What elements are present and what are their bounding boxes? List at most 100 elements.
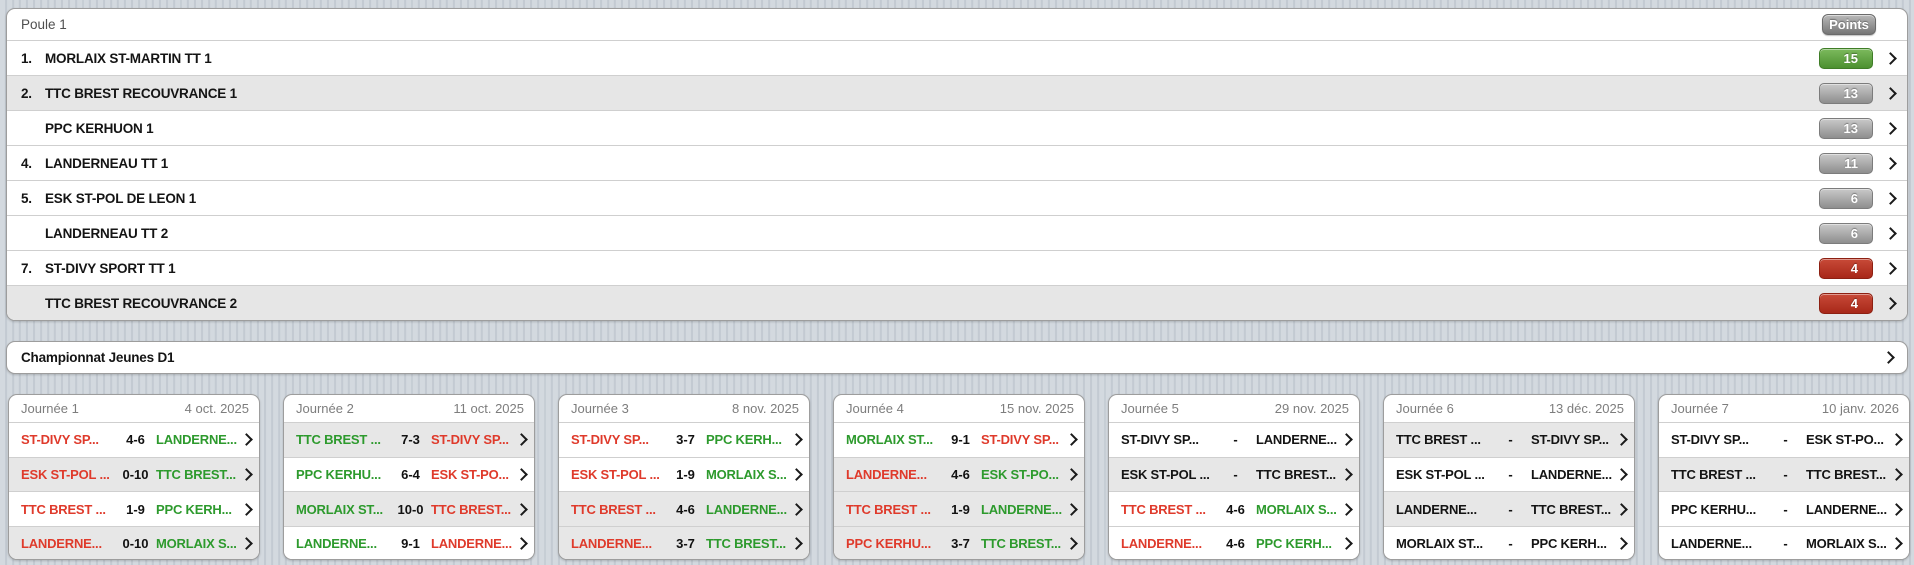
match-score: - [1508,501,1513,517]
pool-header: Poule 1 Points [7,9,1907,40]
match-row[interactable]: PPC KERHU... 3-7 TTC BREST... [834,526,1084,559]
round-header: Journée 6 13 déc. 2025 [1384,395,1634,422]
round-header: Journée 3 8 nov. 2025 [559,395,809,422]
chevron-right-icon [1884,226,1897,240]
round-card: Journée 7 10 janv. 2026 ST-DIVY SP... - ESK … [1658,394,1910,560]
match-score: - [1233,467,1238,483]
match-row[interactable]: ESK ST-POL ... - LANDERNE... [1384,456,1634,492]
home-team: TTC BREST ... [1671,467,1756,483]
standings-row[interactable]: 2. TTC BREST RECOUVRANCE 1 13 [7,75,1907,110]
match-score: 6-4 [401,467,420,483]
away-team: ST-DIVY SP... [431,432,509,448]
away-team: TTC BREST... [1256,467,1336,483]
points-badge: 6 [1819,222,1873,244]
match-row[interactable]: ST-DIVY SP... 4-6 LANDERNE... [9,422,259,457]
match-row[interactable]: ESK ST-POL ... 1-9 MORLAIX S... [559,456,809,492]
team-rank: 7. [21,260,32,276]
home-team: ST-DIVY SP... [571,432,649,448]
away-team: TTC BREST... [431,501,511,517]
team-name: PPC KERHUON 1 [45,120,154,136]
match-row[interactable]: ST-DIVY SP... - ESK ST-PO... [1659,422,1909,457]
section-link-championnat-jeunes[interactable]: Championnat Jeunes D1 [6,341,1908,374]
chevron-right-icon [790,502,803,516]
match-row[interactable]: MORLAIX ST... - PPC KERH... [1384,526,1634,559]
match-score: 7-3 [401,432,420,448]
match-row[interactable]: LANDERNE... 0-10 MORLAIX S... [9,526,259,559]
match-row[interactable]: ST-DIVY SP... 3-7 PPC KERH... [559,422,809,457]
match-row[interactable]: TTC BREST ... 7-3 ST-DIVY SP... [284,422,534,457]
away-team: TTC BREST... [156,467,236,483]
match-score: 4-6 [1226,536,1245,552]
round-header: Journée 2 11 oct. 2025 [284,395,534,422]
match-row[interactable]: TTC BREST ... 4-6 MORLAIX S... [1109,491,1359,527]
home-team: ST-DIVY SP... [21,432,99,448]
home-team: LANDERNE... [296,536,377,552]
match-row[interactable]: LANDERNE... 9-1 LANDERNE... [284,526,534,559]
match-row[interactable]: TTC BREST ... - TTC BREST... [1659,456,1909,492]
match-row[interactable]: LANDERNE... 3-7 TTC BREST... [559,526,809,559]
standings-row[interactable]: 7. ST-DIVY SPORT TT 1 4 [7,250,1907,285]
standings-row[interactable]: 1. MORLAIX ST-MARTIN TT 1 15 [7,40,1907,75]
pool-title: Poule 1 [21,17,67,32]
round-label: Journée 4 [846,401,904,416]
match-row[interactable]: PPC KERHU... - LANDERNE... [1659,491,1909,527]
match-row[interactable]: TTC BREST ... 1-9 LANDERNE... [834,491,1084,527]
chevron-right-icon [240,468,253,481]
home-team: MORLAIX ST... [296,501,383,517]
match-row[interactable]: PPC KERHU... 6-4 ESK ST-PO... [284,456,534,492]
team-name: LANDERNEAU TT 2 [45,225,169,241]
chevron-right-icon [1065,537,1078,551]
home-team: TTC BREST ... [1121,501,1206,517]
round-card: Journée 3 8 nov. 2025 ST-DIVY SP... 3-7 PPC … [558,394,810,560]
match-row[interactable]: LANDERNE... 4-6 ESK ST-PO... [834,456,1084,492]
standings-row[interactable]: PPC KERHUON 1 13 [7,110,1907,145]
match-score: 0-10 [122,467,149,483]
round-header: Journée 4 15 nov. 2025 [834,395,1084,422]
points-badge: 13 [1819,117,1873,139]
home-team: LANDERNE... [571,536,652,552]
home-team: TTC BREST ... [296,432,381,448]
team-name: LANDERNEAU TT 1 [45,155,169,171]
away-team: TTC BREST... [981,536,1061,552]
round-label: Journée 2 [296,401,354,416]
match-score: 1-9 [676,467,695,483]
home-team: ST-DIVY SP... [1121,432,1199,448]
standings-row[interactable]: 5. ESK ST-POL DE LEON 1 6 [7,180,1907,215]
match-row[interactable]: TTC BREST ... - ST-DIVY SP... [1384,422,1634,457]
match-row[interactable]: ST-DIVY SP... - LANDERNE... [1109,422,1359,457]
team-name: TTC BREST RECOUVRANCE 1 [45,85,237,101]
match-row[interactable]: ESK ST-POL ... - TTC BREST... [1109,456,1359,492]
match-row[interactable]: MORLAIX ST... 9-1 ST-DIVY SP... [834,422,1084,457]
match-row[interactable]: MORLAIX ST... 10-0 TTC BREST... [284,491,534,527]
points-badge: 15 [1819,47,1873,69]
round-date: 8 nov. 2025 [732,401,799,416]
away-team: MORLAIX S... [706,467,787,483]
home-team: ESK ST-POL ... [1396,467,1485,483]
match-score: - [1508,467,1513,483]
chevron-right-icon [1890,537,1903,551]
standings-row[interactable]: 4. LANDERNEAU TT 1 11 [7,145,1907,180]
round-date: 15 nov. 2025 [999,401,1074,416]
chevron-right-icon [515,468,528,481]
away-team: ESK ST-PO... [1806,432,1884,448]
match-row[interactable]: TTC BREST ... 1-9 PPC KERH... [9,491,259,527]
away-team: TTC BREST... [1806,467,1886,483]
match-row[interactable]: ESK ST-POL ... 0-10 TTC BREST... [9,456,259,492]
match-score: 3-7 [676,536,695,552]
match-row[interactable]: LANDERNE... 4-6 PPC KERH... [1109,526,1359,559]
standings-row[interactable]: LANDERNEAU TT 2 6 [7,215,1907,250]
match-score: 4-6 [126,432,145,448]
team-rank: 5. [21,190,32,206]
away-team: ST-DIVY SP... [1531,432,1609,448]
points-badge: 4 [1819,292,1873,314]
match-row[interactable]: LANDERNE... - MORLAIX S... [1659,526,1909,559]
match-row[interactable]: TTC BREST ... 4-6 LANDERNE... [559,491,809,527]
standings-row[interactable]: TTC BREST RECOUVRANCE 2 4 [7,285,1907,320]
away-team: PPC KERH... [156,501,232,517]
points-column-badge: Points [1822,14,1876,35]
match-score: 9-1 [951,432,970,448]
match-row[interactable]: LANDERNE... - TTC BREST... [1384,491,1634,527]
round-date: 10 janv. 2026 [1821,401,1899,416]
chevron-right-icon [1884,191,1897,205]
